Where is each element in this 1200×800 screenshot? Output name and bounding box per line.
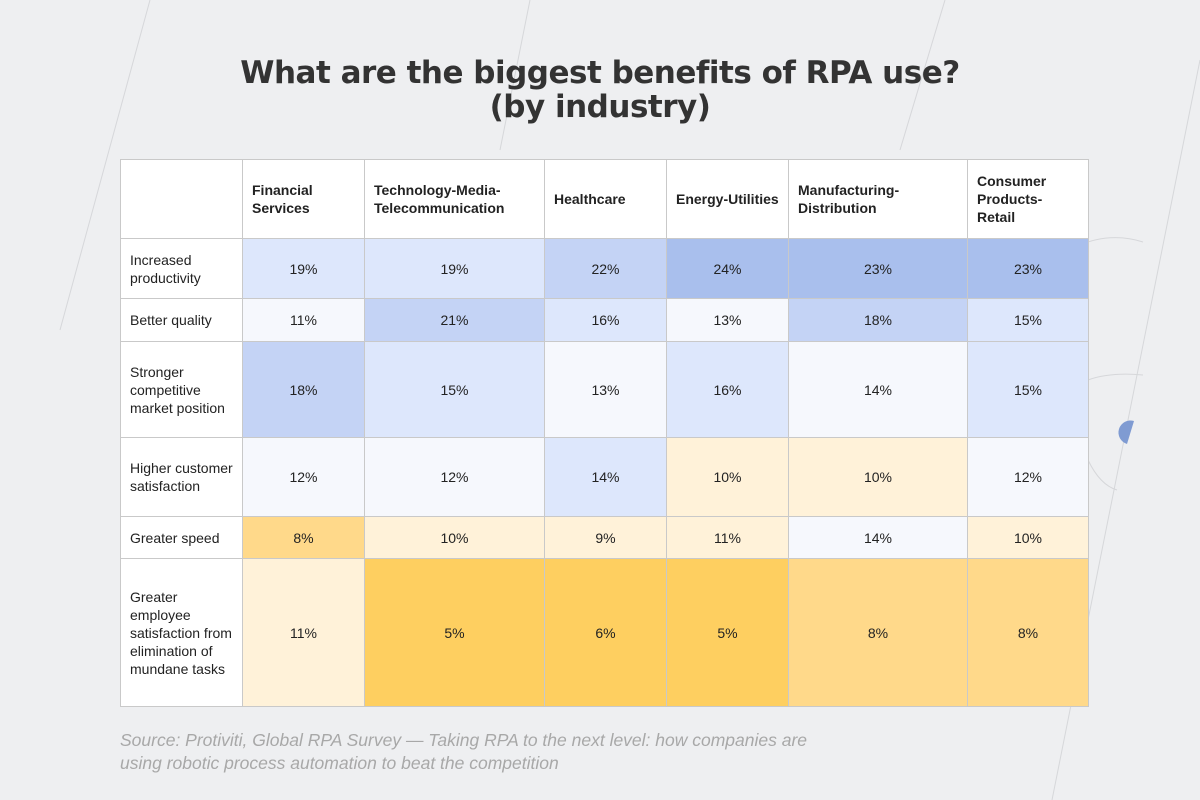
row-label: Stronger competitive market position: [120, 341, 243, 438]
column-header: Consumer Products-Retail: [967, 159, 1089, 239]
row-label: Greater speed: [120, 516, 243, 559]
heatmap-cell: 23%: [967, 238, 1089, 299]
heatmap-cell: 8%: [242, 516, 365, 559]
row-label: Better quality: [120, 298, 243, 342]
chart-title: What are the biggest benefits of RPA use…: [0, 56, 1200, 124]
heatmap-cell: 14%: [788, 516, 968, 559]
heatmap-cell: 19%: [364, 238, 545, 299]
corner-cell: [120, 159, 243, 239]
title-line-1: What are the biggest benefits of RPA use…: [240, 55, 960, 91]
table-row: Increased productivity 19% 19% 22% 24% 23% 23%: [120, 238, 1089, 299]
column-header: Financial Services: [242, 159, 365, 239]
heatmap-cell: 13%: [544, 341, 667, 438]
row-label: Higher customer satisfaction: [120, 437, 243, 517]
row-label: Increased productivity: [120, 238, 243, 299]
table-row: Greater employee satisfaction from elimi…: [120, 558, 1089, 707]
heatmap-cell: 18%: [788, 298, 968, 342]
heatmap-cell: 5%: [666, 558, 789, 707]
table-row: Stronger competitive market position 18% 1…: [120, 341, 1089, 438]
heatmap-cell: 11%: [242, 298, 365, 342]
heatmap-cell: 15%: [967, 298, 1089, 342]
column-header: Healthcare: [544, 159, 667, 239]
source-note: Source: Protiviti, Global RPA Survey — T…: [120, 730, 808, 773]
heatmap-cell: 9%: [544, 516, 667, 559]
row-label: Greater employee satisfaction from elimi…: [120, 558, 243, 707]
heatmap-cell: 22%: [544, 238, 667, 299]
heatmap-cell: 11%: [666, 516, 789, 559]
heatmap-table: Financial Services Technology-Media-Telec…: [120, 159, 1089, 707]
column-header: Technology-Media-Telecommunication: [364, 159, 545, 239]
table-row: Higher customer satisfaction 12% 12% 14% 10%…: [120, 437, 1089, 517]
heatmap-cell: 8%: [967, 558, 1089, 707]
title-line-2: (by industry): [489, 89, 711, 125]
heatmap-cell: 10%: [666, 437, 789, 517]
heatmap-cell: 6%: [544, 558, 667, 707]
heatmap-cell: 14%: [544, 437, 667, 517]
table-row: Better quality 11% 21% 16% 13% 18% 15%: [120, 298, 1089, 342]
heatmap-cell: 24%: [666, 238, 789, 299]
heatmap-cell: 19%: [242, 238, 365, 299]
heatmap-cell: 10%: [364, 516, 545, 559]
heatmap-cell: 15%: [967, 341, 1089, 438]
heatmap-cell: 23%: [788, 238, 968, 299]
table-row: Greater speed 8% 10% 9% 11% 14% 10%: [120, 516, 1089, 559]
heatmap-cell: 13%: [666, 298, 789, 342]
heatmap-cell: 8%: [788, 558, 968, 707]
column-header: Energy-Utilities: [666, 159, 789, 239]
heatmap-cell: 10%: [967, 516, 1089, 559]
heatmap-cell: 14%: [788, 341, 968, 438]
heatmap-cell: 11%: [242, 558, 365, 707]
heatmap-cell: 12%: [967, 437, 1089, 517]
heatmap-cell: 18%: [242, 341, 365, 438]
heatmap-cell: 16%: [666, 341, 789, 438]
heatmap-cell: 5%: [364, 558, 545, 707]
heatmap-cell: 21%: [364, 298, 545, 342]
heatmap-cell: 12%: [242, 437, 365, 517]
column-header: Manufacturing-Distribution: [788, 159, 968, 239]
heatmap-cell: 16%: [544, 298, 667, 342]
heatmap-cell: 12%: [364, 437, 545, 517]
heatmap-cell: 15%: [364, 341, 545, 438]
heatmap-cell: 10%: [788, 437, 968, 517]
